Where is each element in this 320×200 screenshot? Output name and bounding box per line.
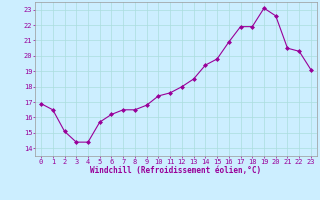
- X-axis label: Windchill (Refroidissement éolien,°C): Windchill (Refroidissement éolien,°C): [91, 166, 261, 175]
